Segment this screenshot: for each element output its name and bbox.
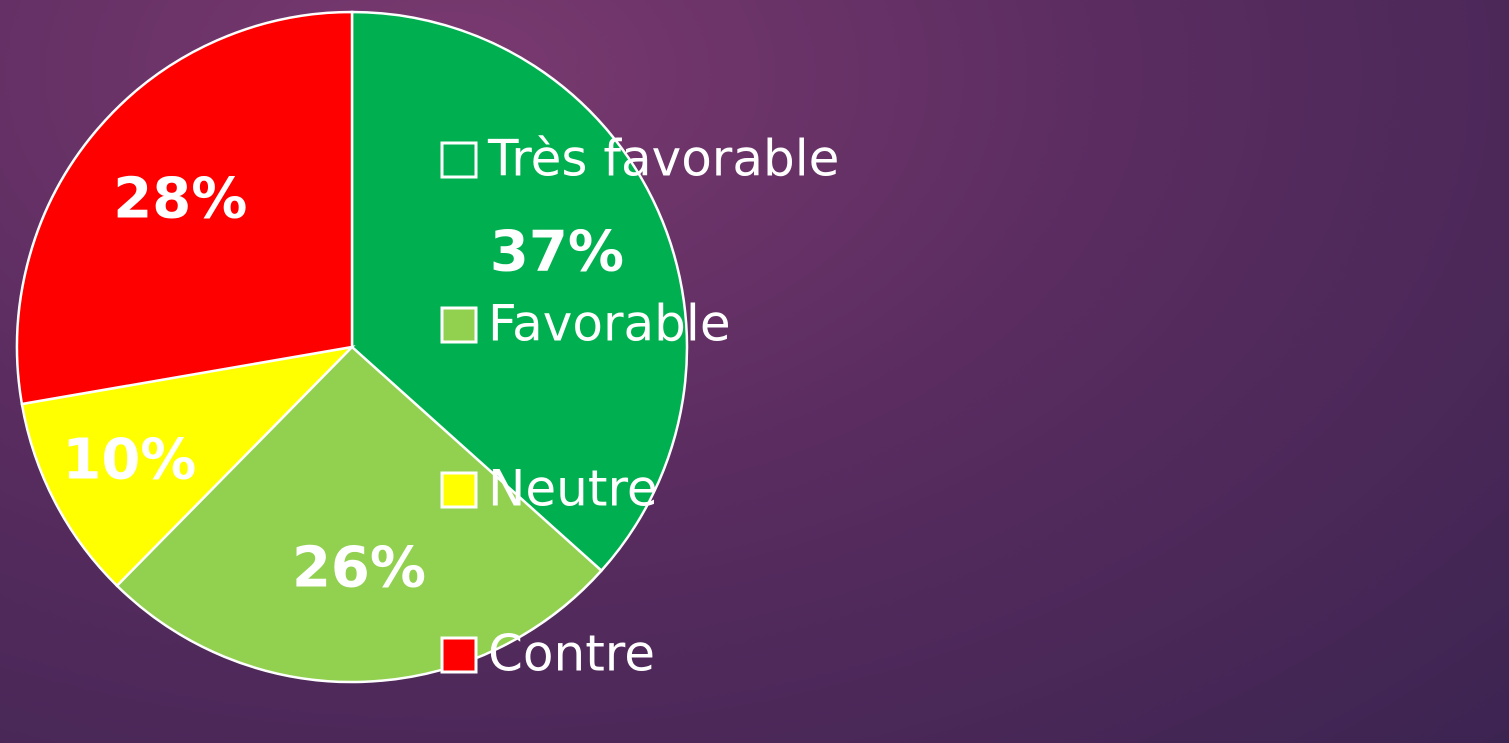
legend-swatch — [440, 636, 478, 674]
legend-label: Très favorable — [487, 130, 839, 188]
data-label: 28% — [113, 167, 247, 232]
data-label: 10% — [62, 428, 196, 493]
legend-label: Contre — [488, 625, 655, 683]
pie-slice — [20, 345, 356, 588]
legend-label: Favorable — [488, 295, 731, 353]
pie-slice — [115, 345, 604, 684]
data-label: 26% — [292, 535, 426, 600]
pie-slice — [15, 10, 354, 406]
legend-swatch — [440, 141, 478, 179]
legend-swatch — [440, 306, 478, 344]
legend-swatch — [440, 471, 478, 509]
pie-slice — [350, 10, 689, 573]
legend-label: Neutre — [488, 460, 658, 518]
data-label: 37% — [490, 220, 624, 285]
